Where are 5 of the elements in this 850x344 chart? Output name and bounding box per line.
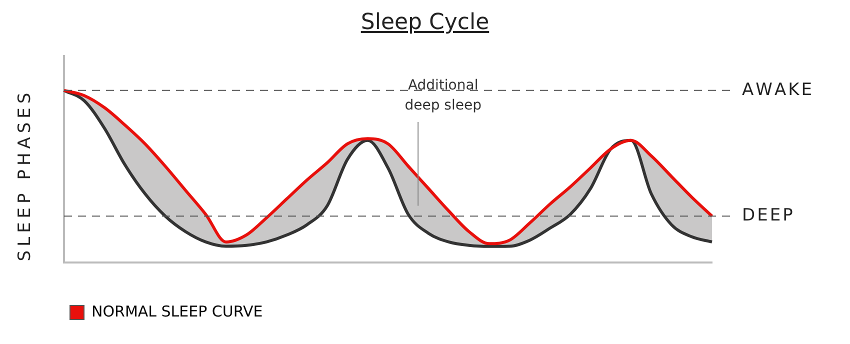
annotation: Additional deep sleep	[404, 78, 482, 114]
y-axis-title: SLEEP PHASES	[15, 88, 36, 262]
ref-line-label: AWAKE	[742, 80, 812, 100]
chart-title: Sleep Cycle	[360, 10, 490, 35]
legend-label: NORMAL SLEEP CURVE	[92, 302, 263, 320]
